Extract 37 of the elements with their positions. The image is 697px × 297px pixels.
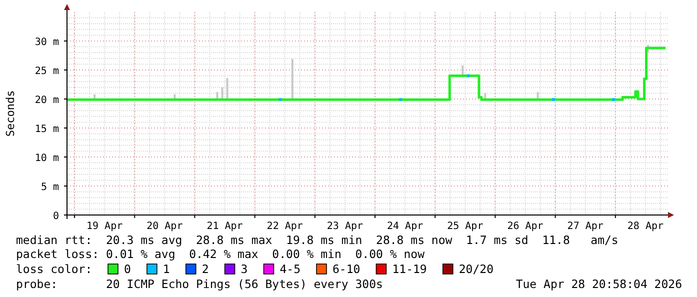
text: median rtt: 20.3 ms avg 28.8 ms max 19.8 ms min 28.8 ms now 1.7 ms sd 11.8 am/s — [16, 233, 618, 247]
text: packet loss: 0.01 % avg 0.42 % max 0.00 % min 0.00 % now — [16, 247, 425, 261]
bar — [536, 92, 539, 99]
text: probe: 20 ICMP Echo Pings (56 Bytes) every 300s — [16, 277, 383, 291]
x-tick-label: 23 Apr — [326, 221, 364, 232]
bar — [216, 92, 218, 99]
y-tick-label: 15 m — [34, 124, 59, 135]
y-tick-label: 30 m — [34, 37, 59, 48]
x-tick-label: 22 Apr — [266, 221, 303, 232]
x-tick-label: 24 Apr — [387, 221, 424, 232]
bar — [291, 58, 294, 99]
x-tick-label: 19 Apr — [86, 221, 123, 232]
legend-label: 20/20 — [458, 262, 494, 276]
y-tick-label: 10 m — [34, 153, 59, 164]
x-tick-label: 28 Apr — [627, 221, 664, 232]
bar — [226, 78, 228, 99]
x-tick-label: 25 Apr — [447, 221, 484, 232]
legend-label: 6-10 — [332, 262, 360, 276]
bar — [221, 87, 224, 99]
legend-label: 4-5 — [280, 262, 300, 276]
y-tick-label: 20 m — [34, 95, 59, 106]
y-tick-label: 25 m — [34, 66, 59, 77]
text: Tue Apr 28 20:58:04 2026 — [516, 277, 682, 291]
x-tick-label: 26 Apr — [507, 221, 544, 232]
bar — [484, 93, 486, 99]
legend-label: 2 — [202, 262, 209, 276]
x-tick-label: 20 Apr — [146, 221, 183, 232]
x-tick-label: 21 Apr — [206, 221, 243, 232]
legend-title: loss color: — [16, 262, 92, 276]
legend-label: 11-19 — [392, 262, 427, 276]
y-tick-label: 0 — [52, 211, 59, 222]
y-axis-title: Seconds — [4, 90, 17, 137]
y-tick-label: 5 m — [40, 182, 59, 193]
legend-label: 0 — [124, 262, 131, 276]
x-tick-label: 27 Apr — [567, 221, 604, 232]
legend-label: 1 — [162, 262, 170, 276]
legend-label: 3 — [240, 262, 248, 276]
